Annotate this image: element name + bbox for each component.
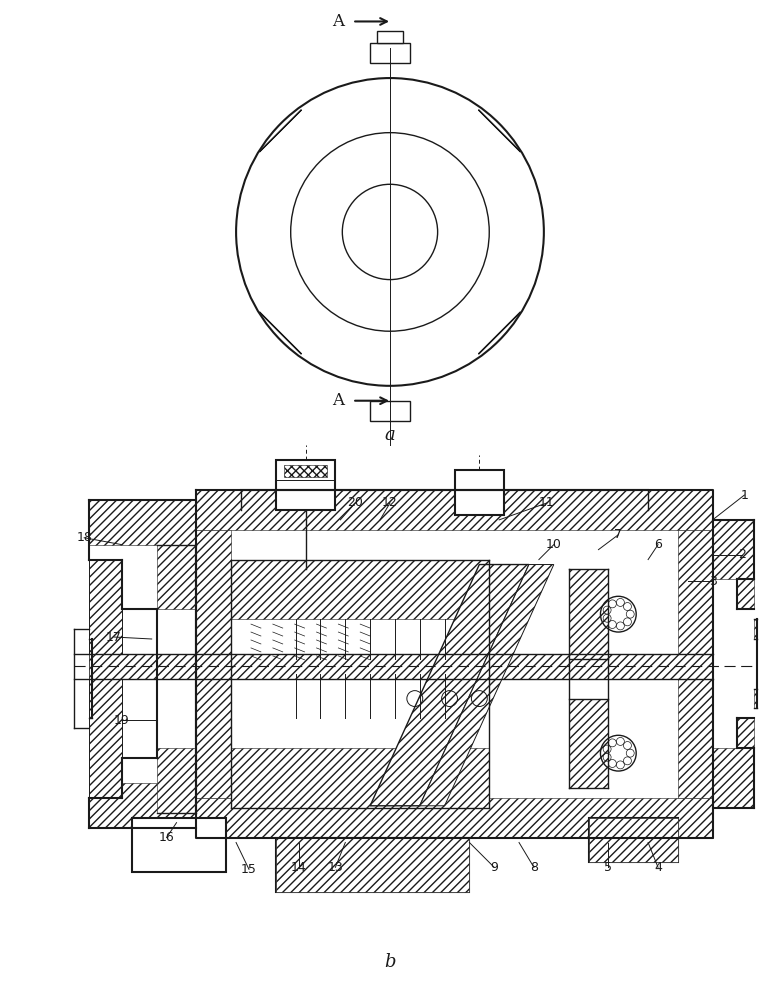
Text: 12: 12 bbox=[382, 496, 398, 509]
Text: 9: 9 bbox=[490, 861, 498, 874]
Text: 7: 7 bbox=[615, 528, 622, 541]
Bar bbox=[737, 579, 754, 609]
Polygon shape bbox=[420, 565, 553, 806]
Bar bbox=[231, 560, 489, 619]
Bar bbox=[754, 689, 758, 708]
Bar bbox=[132, 818, 226, 872]
Bar bbox=[713, 520, 754, 579]
Bar bbox=[678, 530, 713, 798]
Bar bbox=[196, 798, 713, 838]
Text: 13: 13 bbox=[328, 861, 343, 874]
Text: 2: 2 bbox=[738, 548, 747, 561]
Bar bbox=[377, 31, 403, 43]
Bar bbox=[157, 545, 196, 609]
Bar bbox=[89, 783, 196, 828]
Text: 4: 4 bbox=[654, 861, 662, 874]
Text: A: A bbox=[332, 392, 344, 409]
Text: 8: 8 bbox=[530, 861, 538, 874]
Text: b: b bbox=[384, 953, 396, 971]
Bar bbox=[455, 470, 504, 515]
Bar bbox=[196, 530, 231, 798]
Text: 16: 16 bbox=[158, 831, 175, 844]
Text: 15: 15 bbox=[241, 863, 257, 876]
Bar bbox=[588, 818, 678, 862]
Bar bbox=[370, 401, 410, 421]
Bar bbox=[276, 460, 335, 510]
Polygon shape bbox=[89, 560, 122, 798]
Polygon shape bbox=[370, 565, 529, 806]
Text: 11: 11 bbox=[539, 496, 555, 509]
Text: 20: 20 bbox=[347, 496, 363, 509]
Text: a: a bbox=[385, 426, 395, 444]
Text: 1: 1 bbox=[741, 489, 748, 502]
Bar bbox=[276, 838, 469, 892]
Bar bbox=[713, 748, 754, 808]
Text: 6: 6 bbox=[654, 538, 662, 551]
Bar bbox=[754, 619, 758, 639]
Text: 19: 19 bbox=[114, 714, 130, 727]
Bar bbox=[737, 718, 754, 748]
Bar bbox=[89, 654, 713, 679]
Bar bbox=[231, 748, 489, 808]
Text: 18: 18 bbox=[77, 531, 92, 544]
Bar bbox=[284, 465, 328, 477]
Text: 5: 5 bbox=[604, 861, 612, 874]
Text: A: A bbox=[332, 13, 344, 30]
Bar bbox=[196, 490, 713, 530]
Bar bbox=[588, 818, 678, 862]
Text: 3: 3 bbox=[709, 575, 717, 588]
Bar bbox=[276, 838, 469, 892]
Text: 17: 17 bbox=[106, 631, 122, 644]
Text: 14: 14 bbox=[291, 861, 307, 874]
Bar bbox=[569, 699, 608, 788]
Text: 10: 10 bbox=[546, 538, 562, 551]
Bar bbox=[370, 43, 410, 63]
Bar bbox=[569, 569, 608, 659]
Bar bbox=[157, 748, 196, 813]
Bar bbox=[89, 500, 196, 545]
